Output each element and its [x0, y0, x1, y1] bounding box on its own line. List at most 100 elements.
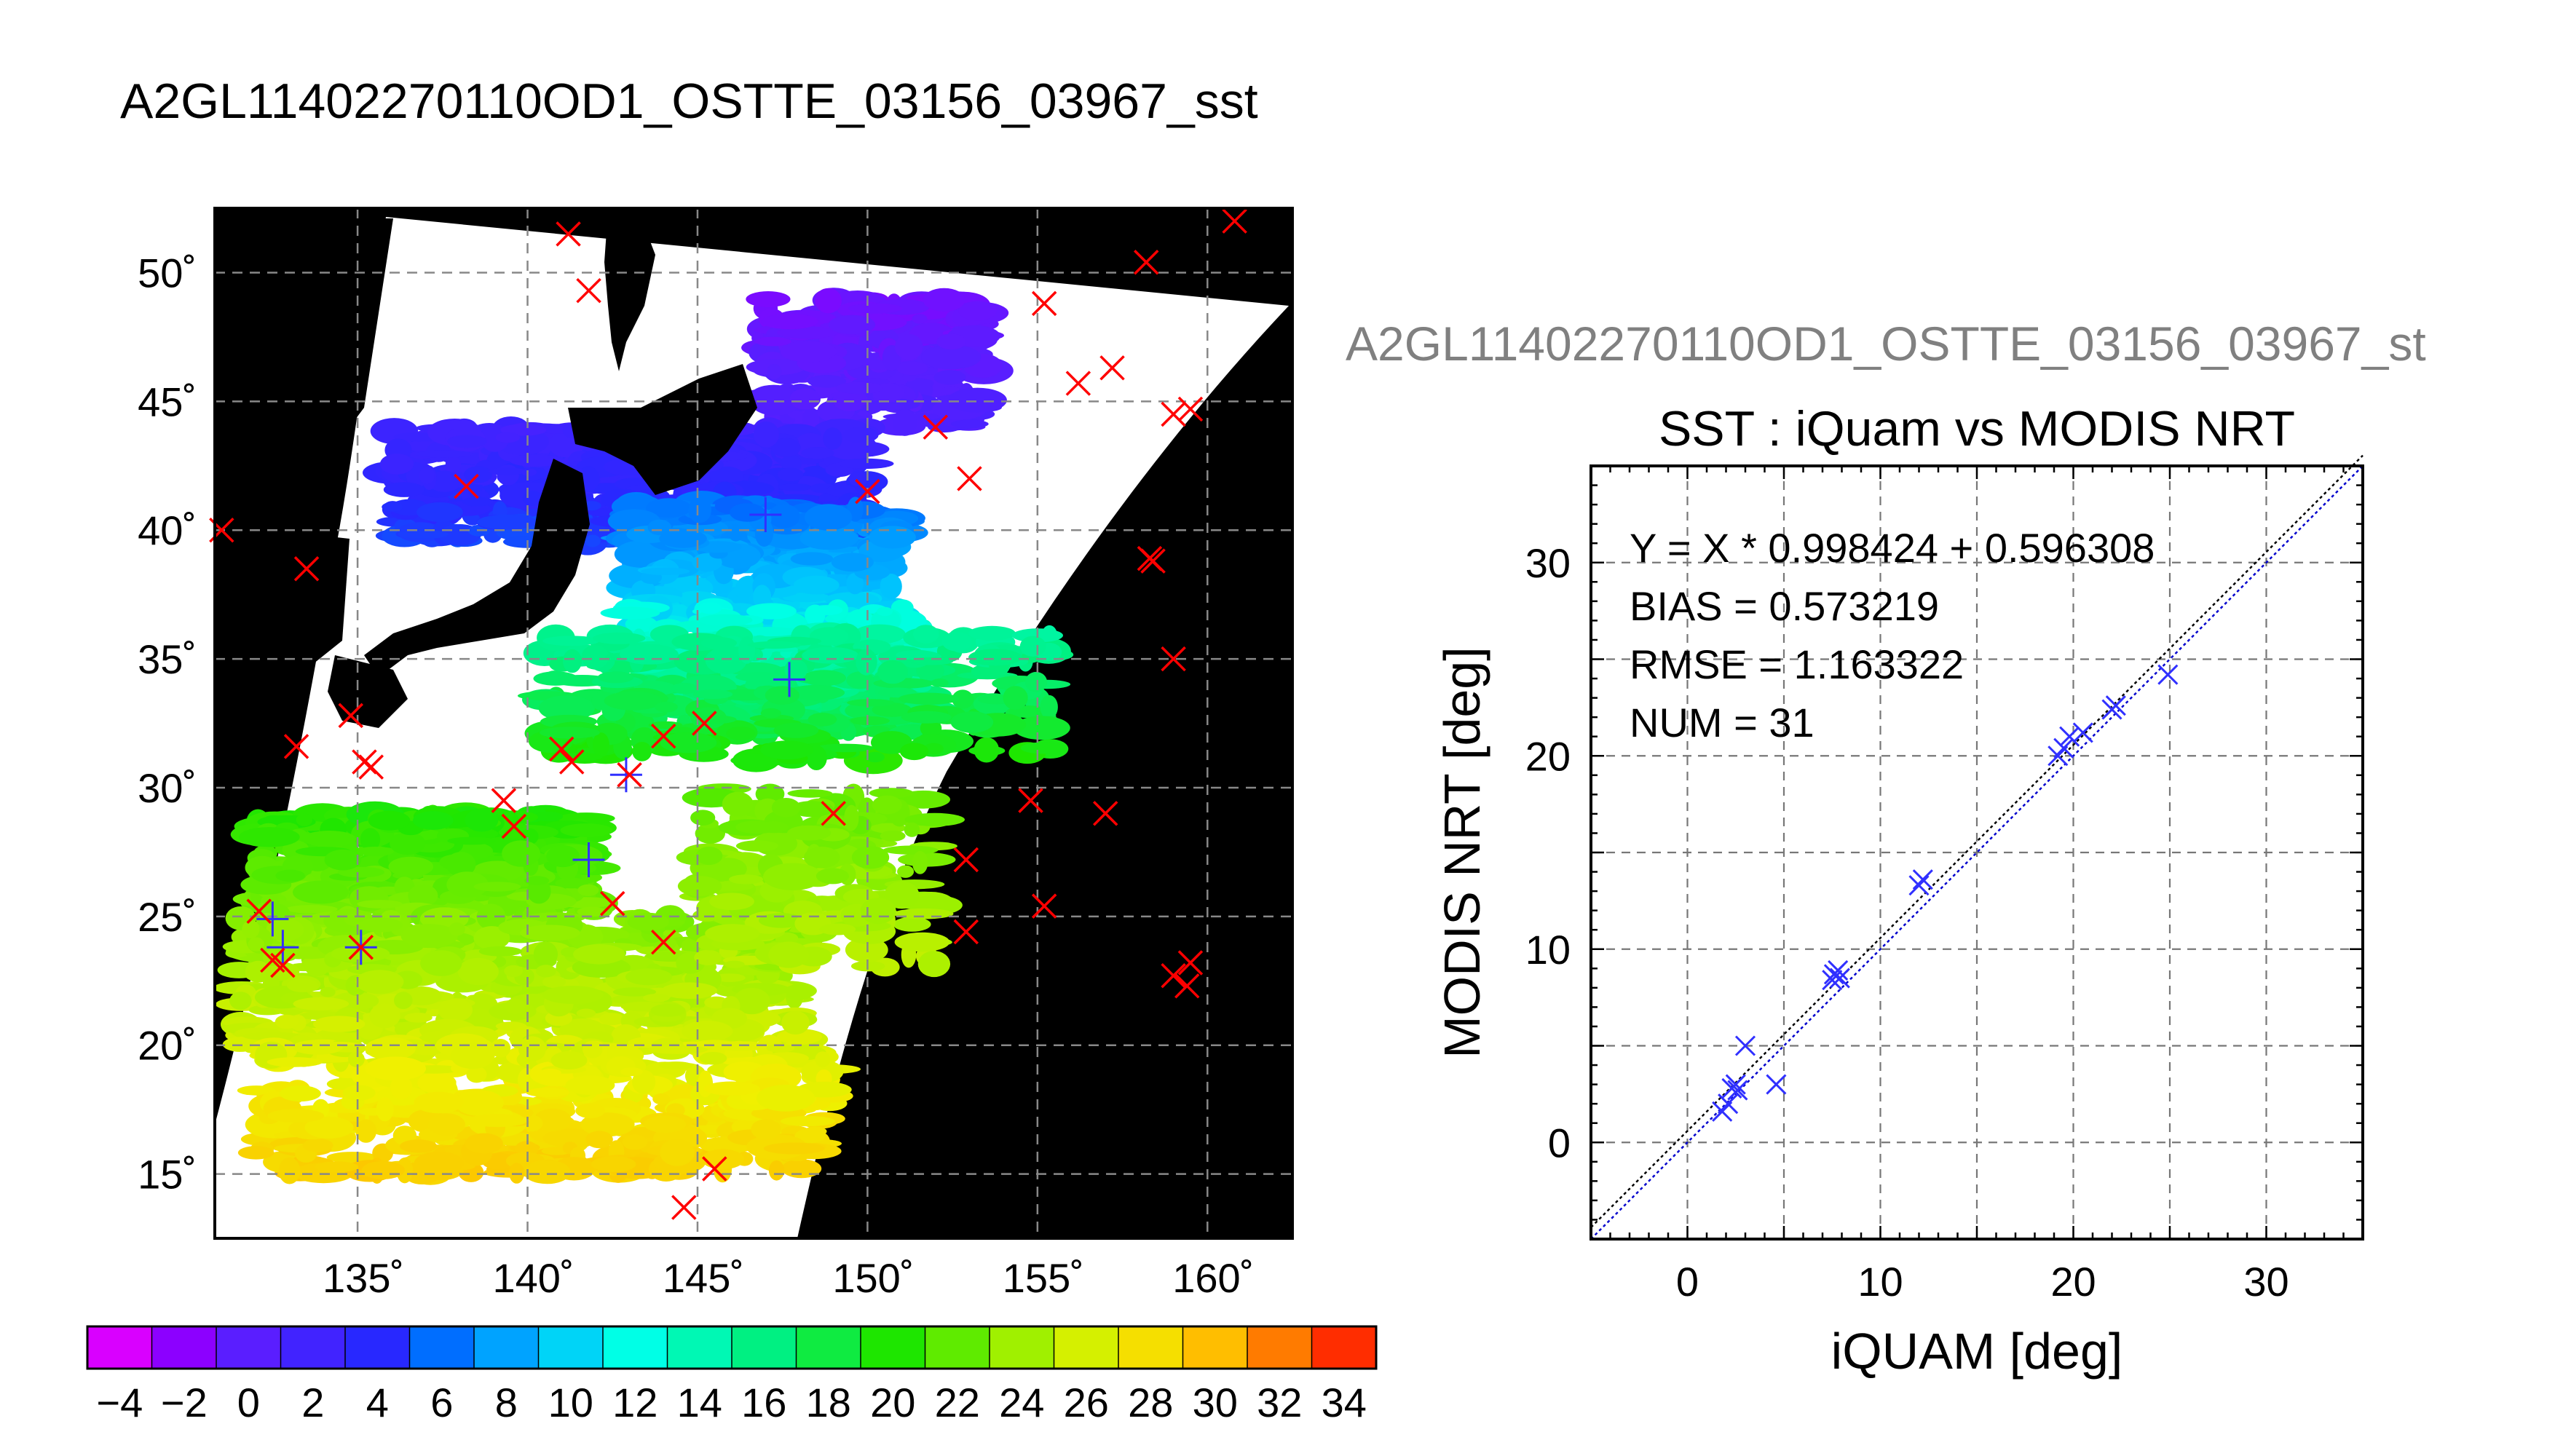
- sst-patch: [302, 831, 356, 847]
- colorbar-tick-label: 28: [1128, 1380, 1173, 1425]
- colorbar-cell: [1118, 1326, 1183, 1369]
- sst-patch: [831, 553, 874, 572]
- sst-patch: [844, 804, 859, 831]
- sst-patch: [577, 884, 599, 896]
- matchup-marker: [293, 556, 320, 582]
- sst-patch: [1019, 636, 1046, 657]
- sst-patch: [759, 821, 789, 834]
- colorbar-tick-label: −2: [161, 1380, 208, 1425]
- sst-patch: [848, 303, 902, 314]
- sst-patch: [490, 1039, 511, 1058]
- colorbar-tick-label: 16: [741, 1380, 786, 1425]
- scatter-tick-marks: [1590, 464, 2364, 1241]
- colorbar-cell: [409, 1326, 475, 1369]
- colorbar-cell: [796, 1326, 861, 1369]
- sst-patch: [622, 1134, 647, 1150]
- sst-patch: [581, 645, 609, 669]
- sst-patch: [360, 828, 381, 851]
- sst-patch: [1003, 686, 1028, 710]
- matchup-marker: [270, 952, 296, 978]
- colorbar-cell: [861, 1326, 925, 1369]
- scatter-point: [2105, 695, 2126, 716]
- colorbar-tick-label: 0: [237, 1380, 260, 1425]
- sst-patch: [768, 941, 810, 968]
- sst-patch: [451, 1042, 494, 1069]
- sst-patch: [447, 435, 487, 448]
- matchup-marker: [1031, 290, 1057, 317]
- sst-patch: [526, 879, 551, 904]
- matchup-marker: [1031, 893, 1057, 919]
- sst-patch: [1013, 716, 1070, 740]
- matchup-marker: [953, 847, 979, 873]
- sst-patch: [304, 954, 331, 977]
- sst-patch: [304, 1116, 354, 1139]
- sst-patch: [695, 846, 723, 866]
- scatter-point: [1908, 875, 1930, 896]
- sst-patch: [880, 574, 902, 599]
- matchup-marker: [260, 947, 285, 973]
- matchup-marker: [953, 919, 979, 945]
- sst-patch: [950, 419, 989, 429]
- sst-patch: [407, 1045, 445, 1056]
- latitude-tick-label: 25˚: [138, 894, 197, 940]
- sst-patch: [777, 326, 838, 339]
- sst-patch: [585, 1131, 613, 1149]
- sst-patch: [413, 811, 454, 830]
- sst-patch: [781, 1010, 810, 1035]
- sst-patch: [794, 1128, 826, 1144]
- sst-patch: [671, 683, 698, 695]
- sst-patch: [365, 1037, 416, 1061]
- matchup-marker: [454, 473, 479, 499]
- sst-patch: [647, 519, 672, 536]
- sst-patch: [355, 1119, 377, 1143]
- sst-patch: [599, 1013, 625, 1026]
- sst-patch: [746, 603, 797, 620]
- sst-patch: [408, 885, 438, 907]
- colorbar-cell: [990, 1326, 1054, 1369]
- colorbar: −4 −2 0 2 4 6 8 10 12 14 16 18 20 22 24 26 28 30 32 34: [86, 1325, 1378, 1425]
- sst-patch: [447, 836, 496, 845]
- sst-patch: [974, 737, 1000, 763]
- sst-patch: [591, 1156, 636, 1172]
- sst-patch: [575, 1103, 606, 1119]
- sst-patch: [892, 409, 917, 436]
- map-panel: 50˚ 45˚ 40˚ 35˚ 30˚ 25˚ 20˚ 15˚ 135˚ 140˚ 145˚ 150…: [138, 207, 1294, 1301]
- sst-patch: [302, 1138, 333, 1152]
- sst-patch: [923, 743, 944, 755]
- sst-patch: [282, 840, 309, 860]
- sst-patch: [414, 1151, 464, 1175]
- sst-patch: [695, 823, 725, 844]
- matchup-marker: [617, 762, 642, 788]
- matchup-marker: [556, 221, 581, 247]
- sst-patch: [746, 291, 791, 307]
- sst-patch: [958, 301, 997, 321]
- matchup-marker: [651, 929, 676, 955]
- sst-patch: [787, 789, 833, 798]
- sst-patch: [296, 813, 313, 827]
- sst-patch: [760, 708, 781, 719]
- colorbar-cell: [1182, 1326, 1248, 1369]
- matchup-marker: [923, 414, 949, 440]
- sst-patch: [467, 1113, 528, 1128]
- sst-patch: [593, 632, 646, 644]
- matchup-marker: [1161, 646, 1186, 672]
- sst-patch: [763, 1142, 825, 1155]
- sst-patch: [357, 900, 403, 909]
- sst-patch: [787, 825, 832, 841]
- sst-patch: [400, 1139, 438, 1153]
- matchup-marker: [1134, 250, 1159, 275]
- sst-patch: [761, 313, 818, 330]
- longitude-tick-label: 140˚: [492, 1255, 574, 1301]
- sst-patch: [465, 808, 499, 832]
- colorbar-tick-label: 8: [495, 1380, 518, 1425]
- sst-patch: [771, 438, 801, 457]
- sst-patch: [894, 333, 923, 360]
- sst-patch: [801, 447, 834, 459]
- sst-patch: [860, 898, 896, 925]
- sst-patch: [383, 482, 424, 497]
- sst-patch: [466, 1066, 487, 1083]
- sst-patch: [894, 932, 950, 952]
- scatter-point: [1734, 1035, 1756, 1056]
- colorbar-cells: [87, 1326, 1377, 1369]
- sst-patch: [694, 949, 722, 966]
